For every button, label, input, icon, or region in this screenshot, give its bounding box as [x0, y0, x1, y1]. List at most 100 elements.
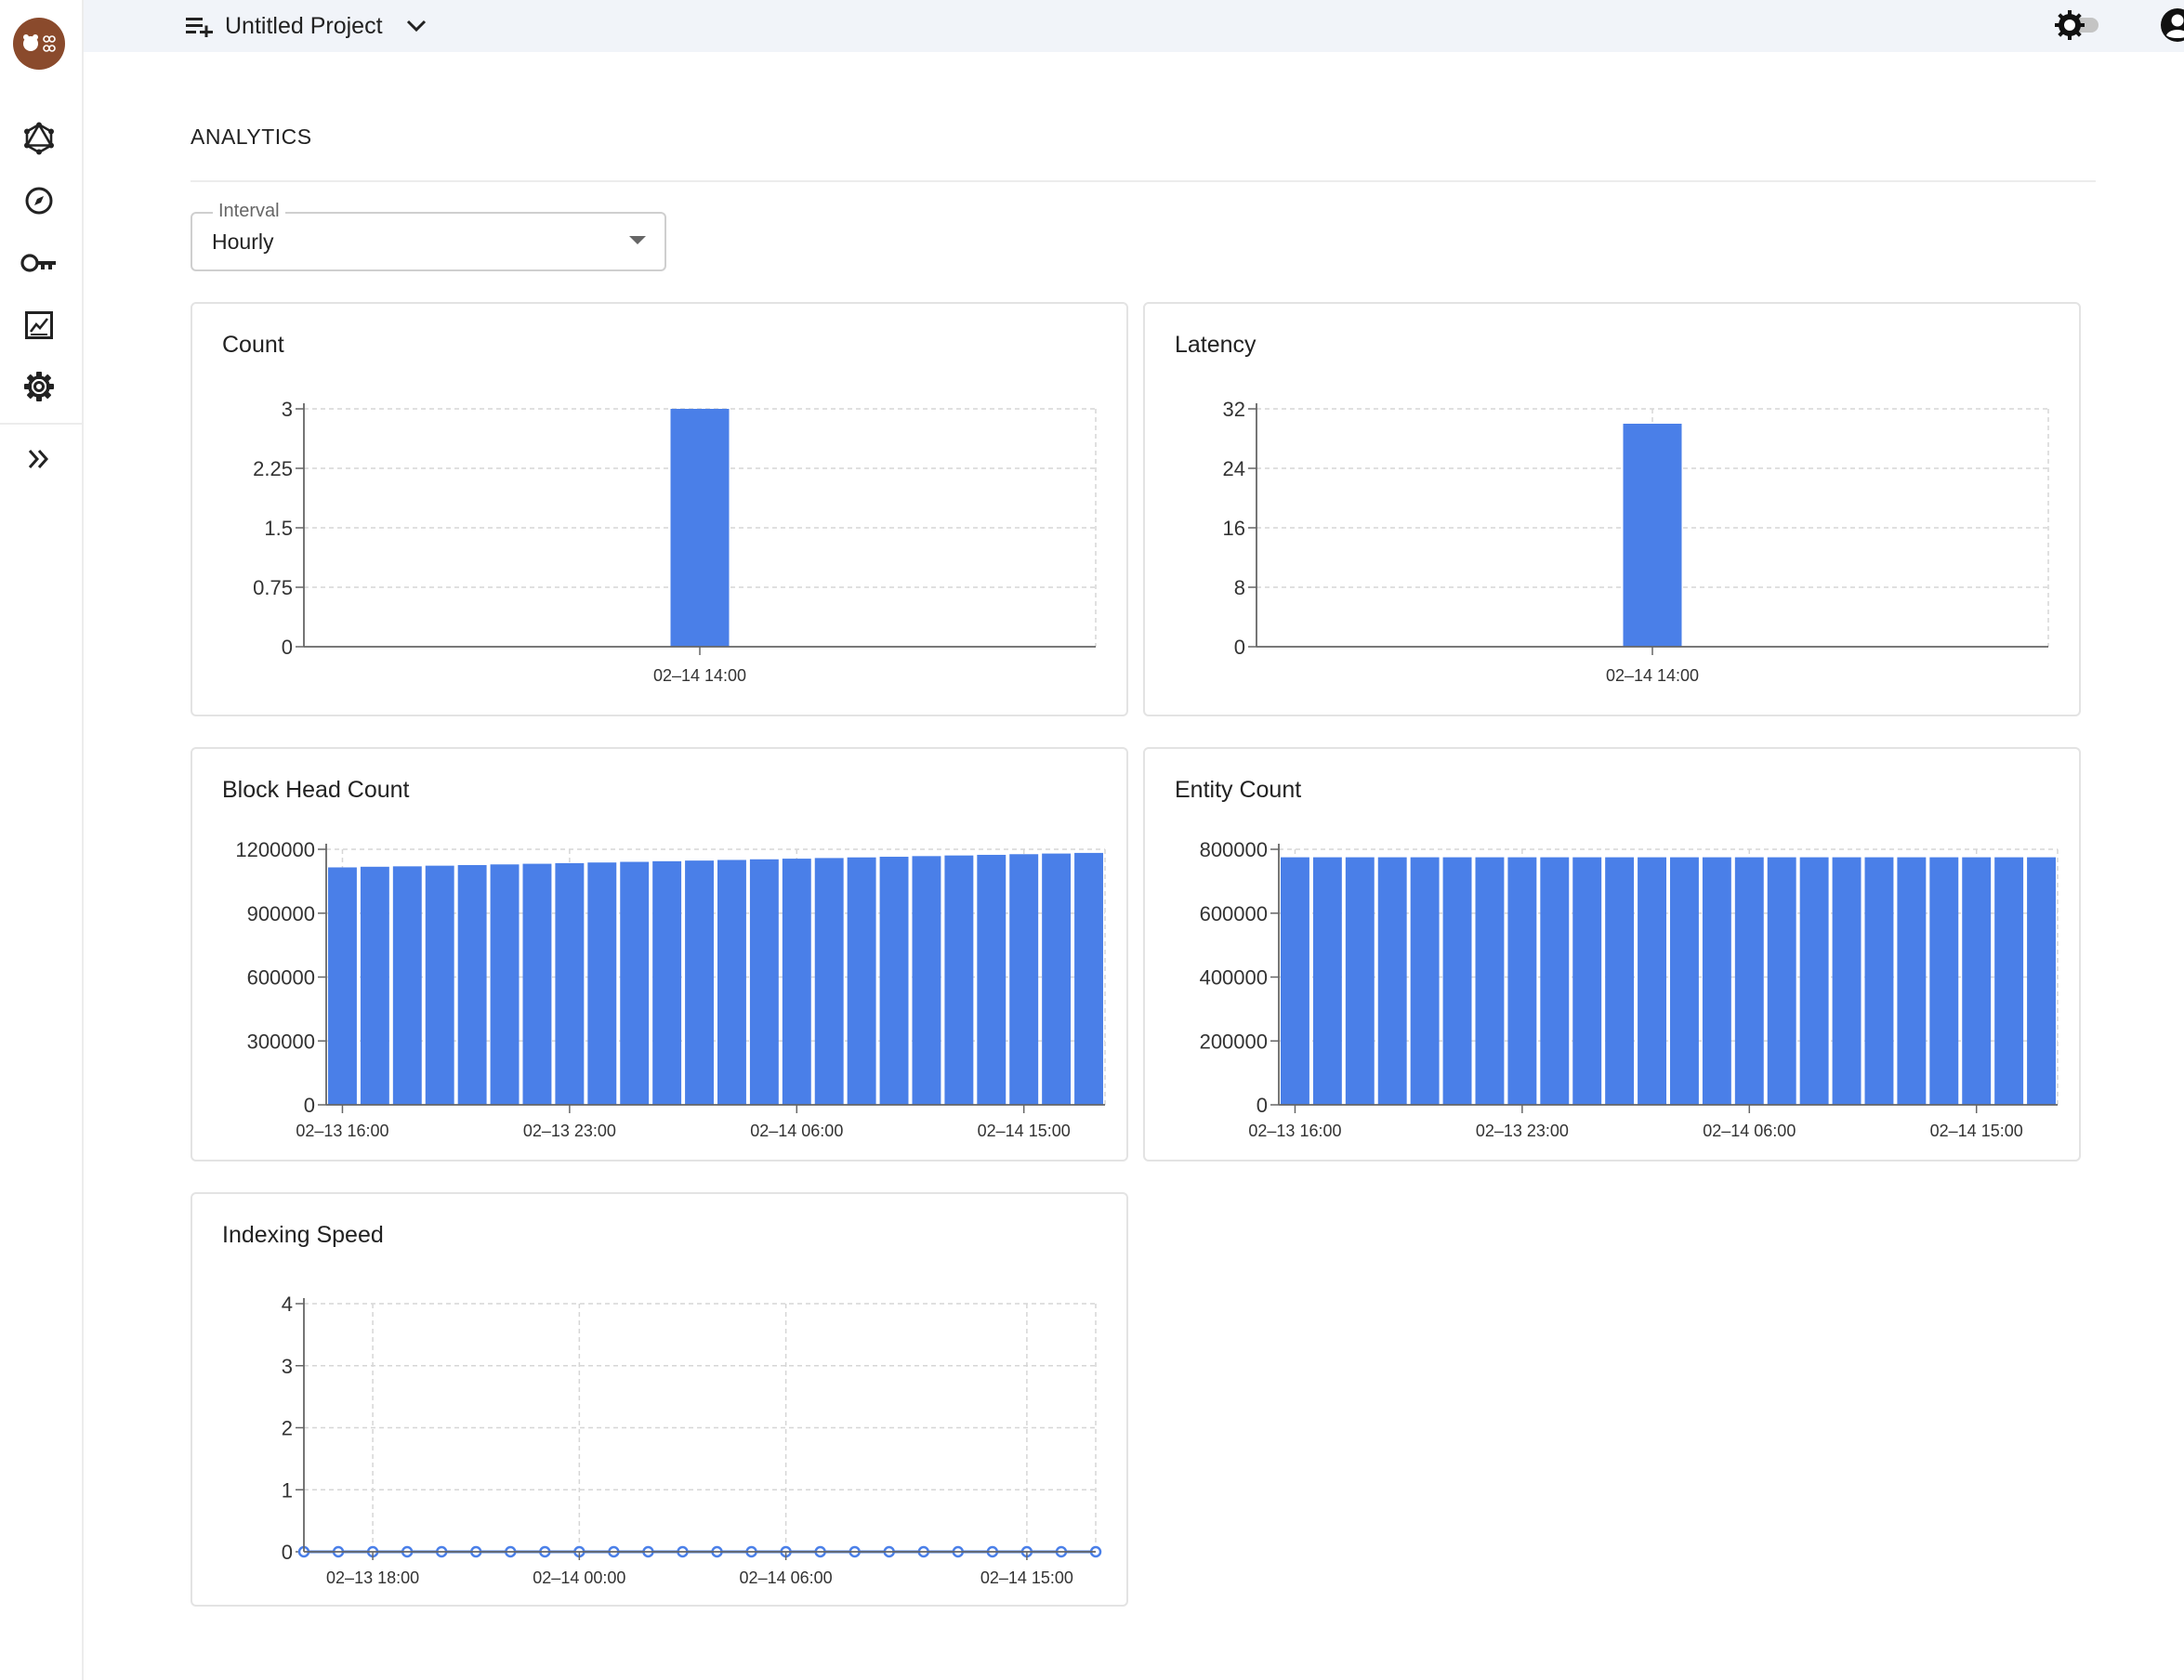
entity-count-chart: 0 200000 400000 600000 800000 02–13 16:00 02–1… — [1200, 838, 2059, 1140]
y-tick-label: 1200000 — [235, 838, 315, 861]
count-chart: 0 0.75 1.5 2.25 3 02–14 14:00 — [253, 398, 1097, 685]
x-tick-label: 02–14 15:00 — [1930, 1122, 2023, 1140]
y-tick-label: 2.25 — [253, 457, 293, 480]
bar — [1638, 857, 1666, 1105]
gear-icon — [24, 372, 54, 401]
sidebar-item-explorer[interactable] — [20, 182, 58, 219]
bar — [1832, 857, 1862, 1105]
bar — [1074, 852, 1103, 1105]
bar — [652, 860, 682, 1105]
chart-card-block-head-count: Block Head Count 0 300000 600000 900000 1200… — [191, 747, 1128, 1162]
bar — [1962, 857, 1992, 1105]
bar — [1009, 854, 1039, 1105]
double-chevron-right-icon — [28, 450, 49, 468]
x-tick-label: 02–13 18:00 — [326, 1568, 419, 1587]
bar — [425, 865, 454, 1105]
y-tick-label: 0 — [282, 636, 293, 659]
y-tick-label: 2 — [282, 1417, 293, 1440]
bar — [328, 867, 357, 1105]
sidebar-expand-button[interactable] — [20, 440, 58, 478]
bar — [1670, 857, 1699, 1105]
y-tick-label: 600000 — [247, 966, 315, 990]
bar — [749, 859, 779, 1105]
y-tick-label: 3 — [282, 398, 293, 421]
bar — [620, 861, 650, 1105]
y-tick-label: 0 — [1234, 636, 1245, 659]
title-divider — [191, 180, 2096, 182]
x-tick-label: 02–13 16:00 — [296, 1122, 388, 1140]
bar — [977, 854, 1006, 1105]
bar — [1345, 857, 1375, 1105]
x-tick-label: 02–13 16:00 — [1248, 1122, 1341, 1140]
caret-down-icon — [629, 236, 646, 244]
y-tick-label: 200000 — [1200, 1030, 1268, 1053]
bar — [1281, 857, 1309, 1105]
project-selector[interactable]: Untitled Project — [186, 7, 428, 45]
bar — [1702, 857, 1731, 1105]
bar — [1442, 857, 1472, 1105]
playlist-add-icon — [186, 18, 213, 37]
top-bar: Untitled Project — [84, 0, 2184, 52]
sidebar-item-analytics[interactable] — [20, 307, 58, 344]
bar — [1312, 857, 1342, 1105]
chart-card-indexing-speed: Indexing Speed 0 1 2 3 4 02–13 18:00 02–14 00:… — [191, 1192, 1128, 1607]
chart-card-latency: Latency 0 8 16 24 32 02–14 14:00 — [1143, 302, 2081, 716]
bar — [457, 864, 487, 1105]
interval-select[interactable]: Interval Hourly — [191, 201, 666, 271]
y-tick-label: 8 — [1234, 576, 1245, 599]
y-tick-label: 16 — [1223, 517, 1245, 540]
compass-icon — [25, 187, 53, 215]
bar — [2027, 857, 2056, 1105]
bar — [912, 856, 941, 1105]
y-tick-label: 3 — [282, 1355, 293, 1378]
graphql-icon — [24, 122, 54, 155]
x-tick-label: 02–14 15:00 — [978, 1122, 1071, 1140]
x-tick-label: 02–14 14:00 — [1606, 666, 1699, 685]
bar — [1540, 857, 1570, 1105]
sidebar-item-api-keys[interactable] — [20, 244, 58, 282]
account-button[interactable] — [2160, 7, 2184, 43]
y-tick-label: 0 — [304, 1094, 315, 1117]
page-title: ANALYTICS — [191, 125, 312, 149]
x-tick-label: 02–14 00:00 — [533, 1568, 625, 1587]
bar — [1799, 857, 1829, 1105]
x-tick-label: 02–14 06:00 — [750, 1122, 843, 1140]
x-tick-label: 02–13 23:00 — [523, 1122, 616, 1140]
sidebar-item-settings[interactable] — [20, 368, 58, 405]
y-tick-label: 0 — [1256, 1094, 1268, 1117]
bar — [392, 866, 422, 1105]
interval-label: Interval — [213, 201, 285, 222]
y-tick-label: 4 — [282, 1293, 293, 1316]
app-logo[interactable] — [13, 18, 65, 70]
bar — [1929, 857, 1959, 1105]
interval-value: Hourly — [212, 230, 274, 254]
chart-card-count: Count 0 0.75 1.5 2.25 3 02–14 14:00 — [191, 302, 1128, 716]
bar — [847, 857, 876, 1105]
y-tick-label: 1.5 — [264, 517, 293, 540]
project-name: Untitled Project — [225, 12, 383, 39]
y-tick-label: 1 — [282, 1478, 293, 1502]
y-tick-label: 800000 — [1200, 838, 1268, 861]
bar — [1734, 857, 1764, 1105]
y-tick-label: 32 — [1223, 398, 1245, 421]
chart-title: Latency — [1175, 332, 1256, 358]
chart-card-entity-count: Entity Count 0 200000 400000 600000 800000 02… — [1143, 747, 2081, 1162]
bar — [944, 855, 974, 1105]
sidebar-item-graphql[interactable] — [20, 120, 58, 157]
bar — [522, 863, 552, 1105]
bar — [1623, 424, 1682, 647]
bar — [490, 864, 520, 1105]
sidebar-divider — [0, 423, 84, 425]
bar — [587, 862, 617, 1105]
account-circle-icon — [2161, 8, 2184, 42]
theme-toggle[interactable] — [2054, 9, 2102, 41]
latency-chart: 0 8 16 24 32 02–14 14:00 — [1223, 398, 2049, 685]
y-tick-label: 24 — [1223, 457, 1245, 480]
bar — [1605, 857, 1635, 1105]
bar — [1507, 857, 1537, 1105]
bar — [717, 860, 746, 1105]
bar — [555, 862, 585, 1105]
y-tick-label: 600000 — [1200, 902, 1268, 925]
bar — [1864, 857, 1894, 1105]
bar — [1994, 857, 2024, 1105]
